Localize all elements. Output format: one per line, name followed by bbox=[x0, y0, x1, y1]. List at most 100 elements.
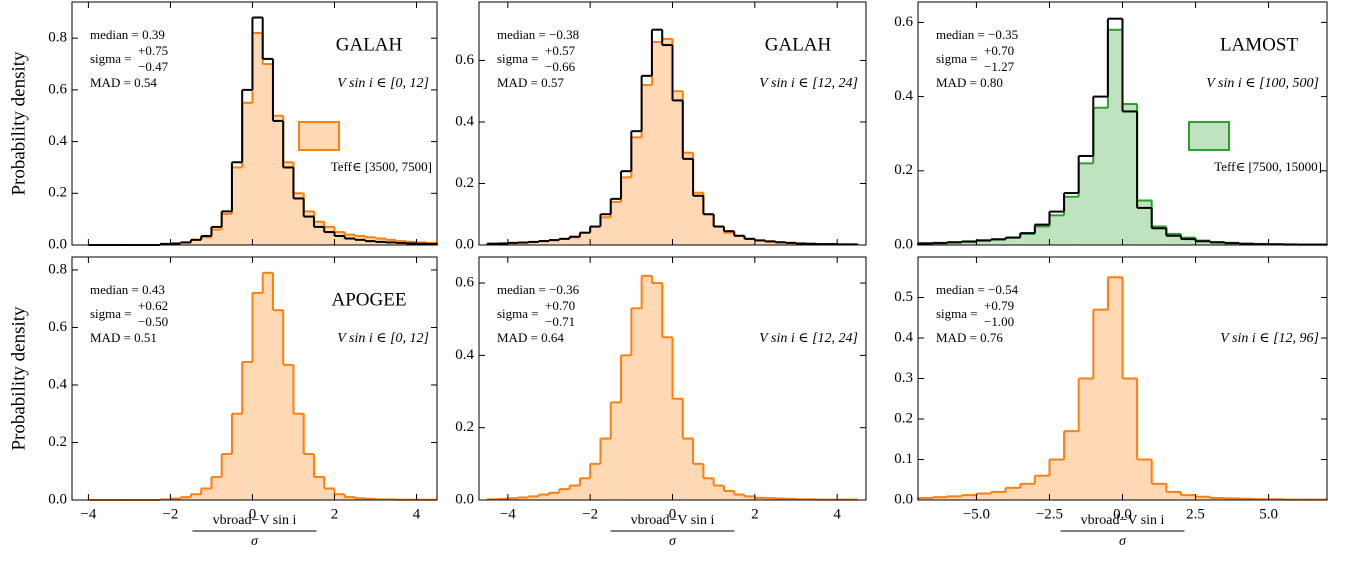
median-text: median = −0.38 bbox=[497, 27, 579, 42]
sigma-text: sigma = bbox=[90, 51, 132, 66]
y-tick-label: 0.1 bbox=[894, 451, 913, 467]
vsini-label: V sin i ∈ [0, 12] bbox=[337, 331, 429, 346]
bar-fill bbox=[641, 85, 652, 246]
x-axis-label: vbroad−V sin i bbox=[1081, 513, 1165, 528]
bar-fill bbox=[569, 237, 580, 245]
bar-fill bbox=[272, 115, 284, 245]
survey-label: APOGEE bbox=[332, 289, 407, 310]
survey-label: LAMOST bbox=[1220, 34, 1299, 55]
bar-fill bbox=[651, 283, 663, 500]
bar-fill bbox=[201, 488, 212, 500]
bar-fill bbox=[961, 241, 977, 245]
mad-text: MAD = 0.51 bbox=[90, 330, 157, 345]
bar-fill bbox=[242, 102, 253, 245]
bar-fill bbox=[621, 355, 632, 500]
x-tick-label: 2 bbox=[751, 506, 759, 522]
mad-text: MAD = 0.76 bbox=[936, 330, 1003, 345]
sigma-minus: −1.27 bbox=[984, 59, 1015, 74]
y-tick-label: 0.8 bbox=[48, 30, 67, 46]
bar-fill bbox=[559, 489, 570, 500]
bar-fill bbox=[991, 239, 1006, 245]
bar-fill bbox=[1151, 483, 1167, 500]
y-tick-label: 0.2 bbox=[894, 410, 913, 426]
bar-fill bbox=[293, 193, 304, 245]
sigma-minus: −0.66 bbox=[545, 59, 576, 74]
bar-fill bbox=[1005, 237, 1021, 245]
x-tick-label: 5.0 bbox=[1259, 506, 1278, 522]
bar-fill bbox=[1195, 496, 1211, 500]
bar-fill bbox=[528, 496, 539, 500]
mad-text: MAD = 0.57 bbox=[497, 75, 564, 90]
bar-fill bbox=[1107, 277, 1123, 500]
y-tick-label: 0.0 bbox=[455, 236, 474, 252]
x-tick-label: −2.5 bbox=[1036, 506, 1063, 522]
bar-fill bbox=[672, 91, 683, 245]
axes-frame bbox=[71, 1, 438, 246]
bar-fill bbox=[918, 497, 933, 500]
bar-fill bbox=[1180, 495, 1196, 500]
bar-fill bbox=[313, 221, 325, 245]
bar-fill bbox=[947, 496, 962, 500]
sigma-text: sigma = bbox=[936, 51, 978, 66]
median-text: median = −0.54 bbox=[936, 282, 1019, 297]
panel: 0.0 0.2 0.4 0.6 median = −0.35 sigma = +0.70−1… bbox=[894, 1, 1328, 252]
bar-fill bbox=[262, 272, 273, 500]
bar-fill bbox=[723, 232, 735, 245]
bar-fill bbox=[180, 242, 191, 245]
bar-fill bbox=[324, 226, 335, 245]
bar-fill bbox=[1166, 491, 1181, 500]
bar-fill bbox=[334, 232, 345, 245]
legend-label: Teff∈ [3500, 7500] bbox=[331, 159, 432, 174]
bar-fill bbox=[1166, 233, 1181, 245]
y-tick-label: 0.2 bbox=[455, 175, 474, 191]
bar-fill bbox=[1210, 497, 1225, 500]
median-text: median = −0.36 bbox=[497, 282, 580, 297]
y-tick-label: 0.5 bbox=[894, 289, 913, 305]
y-tick-label: 0.3 bbox=[894, 370, 913, 386]
bar-fill bbox=[1020, 233, 1035, 245]
sigma-text: sigma = bbox=[90, 306, 132, 321]
sigma-plus: +0.70 bbox=[984, 43, 1014, 58]
sigma-text: sigma = bbox=[497, 51, 539, 66]
panel: 0.0 0.2 0.4 0.6 median = −0.38 sigma = +0.57−0… bbox=[455, 1, 867, 252]
y-tick-label: 0.6 bbox=[48, 319, 67, 335]
bar-fill bbox=[775, 242, 786, 245]
bar-fill bbox=[734, 235, 745, 245]
bar-fill bbox=[518, 497, 529, 500]
bar-fill bbox=[262, 64, 273, 245]
y-tick-label: 0.4 bbox=[48, 376, 67, 392]
bar-fill bbox=[559, 238, 570, 245]
bar-fill bbox=[221, 213, 232, 245]
bar-fill bbox=[1064, 431, 1079, 500]
bar-fill bbox=[1049, 215, 1065, 245]
survey-label: GALAH bbox=[765, 34, 832, 55]
bar-fill bbox=[1020, 483, 1035, 500]
bar-fill bbox=[734, 494, 745, 500]
bar-fill bbox=[1093, 107, 1108, 246]
bar-fill bbox=[1078, 378, 1094, 500]
mad-text: MAD = 0.64 bbox=[497, 330, 564, 345]
y-tick-label: 0.6 bbox=[894, 14, 913, 30]
y-axis-label: Probability density bbox=[8, 51, 29, 196]
x-tick-label: 2.5 bbox=[1186, 506, 1205, 522]
bar-fill bbox=[703, 478, 714, 500]
mad-text: MAD = 0.80 bbox=[936, 75, 1003, 90]
survey-label: GALAH bbox=[336, 34, 403, 55]
x-tick-label: −2 bbox=[582, 506, 598, 522]
legend-swatch bbox=[298, 121, 340, 151]
y-tick-label: 0.2 bbox=[48, 434, 67, 450]
y-tick-label: 0.4 bbox=[894, 329, 913, 345]
bar-fill bbox=[211, 476, 222, 500]
bar-fill bbox=[538, 494, 549, 500]
sigma-minus: −0.71 bbox=[545, 314, 575, 329]
bar-fill bbox=[579, 232, 591, 245]
bar-fill bbox=[1195, 240, 1211, 245]
bar-fill bbox=[947, 242, 962, 245]
bar-fill bbox=[569, 485, 580, 500]
bar-fill bbox=[600, 217, 611, 245]
bar-fill bbox=[221, 453, 232, 500]
bar-fill bbox=[1210, 242, 1225, 245]
bar-fill bbox=[180, 497, 191, 500]
bar-fill bbox=[242, 361, 253, 500]
bar-fill bbox=[765, 241, 776, 245]
